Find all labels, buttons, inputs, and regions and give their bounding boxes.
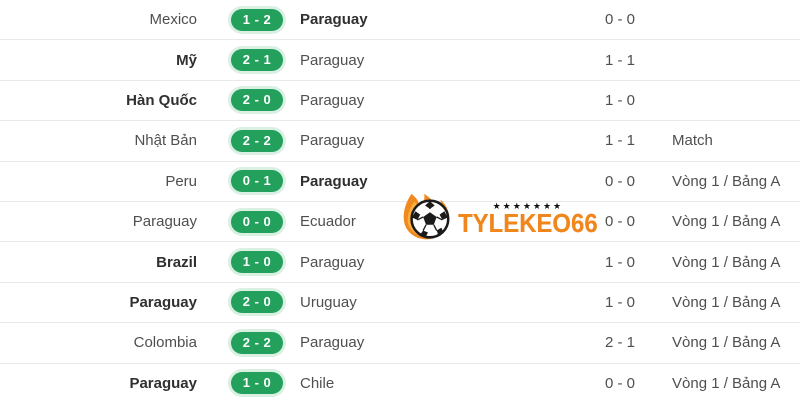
table-row[interactable]: Mexico 1 - 2 Paraguay 0 - 0 — [0, 0, 800, 41]
table-row[interactable]: Mỹ 2 - 1 Paraguay 1 - 1 — [0, 40, 800, 81]
score-cell: 1 - 2 — [229, 8, 285, 31]
away-team-label: Paraguay — [300, 253, 365, 271]
table-row[interactable]: Peru 0 - 1 Paraguay 0 - 0 Vòng 1 / Bảng A — [0, 161, 800, 202]
away-team-label: Paraguay — [300, 91, 365, 109]
away-team-label: Paraguay — [300, 132, 365, 150]
score-cell: 2 - 1 — [229, 49, 285, 72]
table-row[interactable]: Brazil 1 - 0 Paraguay 1 - 0 Vòng 1 / Bảng A — [0, 242, 800, 283]
away-team-label: Paraguay — [300, 51, 365, 69]
table-row[interactable]: Paraguay 1 - 0 Chile 0 - 0 Vòng 1 / Bảng A — [0, 363, 800, 400]
full-time-score-badge: 0 - 1 — [231, 170, 283, 193]
table-row[interactable]: Paraguay 2 - 0 Uruguay 1 - 0 Vòng 1 / Bảng A — [0, 282, 800, 324]
stage-label: Vòng 1 / Bảng A — [672, 293, 781, 311]
half-time-score: 2 - 1 — [604, 334, 635, 352]
half-time-score: 1 - 0 — [604, 253, 635, 271]
home-team-label: Paraguay — [132, 213, 197, 231]
home-team-label: Nhật Bản — [134, 132, 197, 150]
score-cell: 2 - 2 — [229, 331, 285, 354]
half-time-score: 1 - 1 — [604, 51, 635, 69]
table-row[interactable]: Colombia 2 - 2 Paraguay 2 - 1 Vòng 1 / Bảng … — [0, 323, 800, 364]
full-time-score-badge: 1 - 0 — [231, 372, 283, 395]
stage-label: Vòng 1 / Bảng A — [672, 172, 781, 190]
home-team-label: Hàn Quốc — [126, 91, 197, 109]
home-team-label: Paraguay — [129, 293, 197, 311]
half-time-score: 1 - 0 — [604, 293, 635, 311]
full-time-score-badge: 2 - 2 — [231, 129, 283, 152]
table-row[interactable]: Nhật Bản 2 - 2 Paraguay 1 - 1 Match — [0, 121, 800, 162]
score-cell: 2 - 0 — [229, 291, 285, 314]
score-cell: 2 - 0 — [229, 89, 285, 112]
full-time-score-badge: 1 - 2 — [231, 8, 283, 31]
full-time-score-badge: 2 - 0 — [231, 89, 283, 112]
score-cell: 1 - 0 — [229, 372, 285, 395]
half-time-score: 0 - 0 — [604, 374, 635, 392]
home-team-label: Mỹ — [176, 51, 197, 69]
half-time-score: 1 - 0 — [604, 91, 635, 109]
table-row[interactable]: Paraguay 0 - 0 Ecuador 0 - 0 Vòng 1 / Bảng A — [0, 201, 800, 243]
table-row[interactable]: Hàn Quốc 2 - 0 Paraguay 1 - 0 — [0, 80, 800, 122]
half-time-score: 1 - 1 — [604, 132, 635, 150]
score-cell: 0 - 0 — [229, 210, 285, 233]
stage-label: Match — [672, 132, 713, 150]
score-cell: 1 - 0 — [229, 251, 285, 274]
home-team-label: Colombia — [133, 334, 197, 352]
full-time-score-badge: 2 - 2 — [231, 331, 283, 354]
away-team-label: Chile — [300, 374, 335, 392]
score-cell: 0 - 1 — [229, 170, 285, 193]
home-team-label: Peru — [165, 172, 197, 190]
home-team-label: Brazil — [156, 253, 197, 271]
full-time-score-badge: 1 - 0 — [231, 251, 283, 274]
full-time-score-badge: 2 - 1 — [231, 49, 283, 72]
away-team-label: Paraguay — [300, 11, 368, 29]
away-team-label: Paraguay — [300, 172, 368, 190]
half-time-score: 0 - 0 — [604, 11, 635, 29]
away-team-label: Ecuador — [300, 213, 356, 231]
stage-label: Vòng 1 / Bảng A — [672, 334, 781, 352]
half-time-score: 0 - 0 — [604, 172, 635, 190]
home-team-label: Paraguay — [129, 374, 197, 392]
full-time-score-badge: 2 - 0 — [231, 291, 283, 314]
full-time-score-badge: 0 - 0 — [231, 210, 283, 233]
stage-label: Vòng 1 / Bảng A — [672, 213, 781, 231]
stage-label: Vòng 1 / Bảng A — [672, 253, 781, 271]
half-time-score: 0 - 0 — [604, 213, 635, 231]
away-team-label: Paraguay — [300, 334, 365, 352]
home-team-label: Mexico — [149, 11, 197, 29]
stage-label: Vòng 1 / Bảng A — [672, 374, 781, 392]
score-cell: 2 - 2 — [229, 129, 285, 152]
away-team-label: Uruguay — [300, 293, 357, 311]
